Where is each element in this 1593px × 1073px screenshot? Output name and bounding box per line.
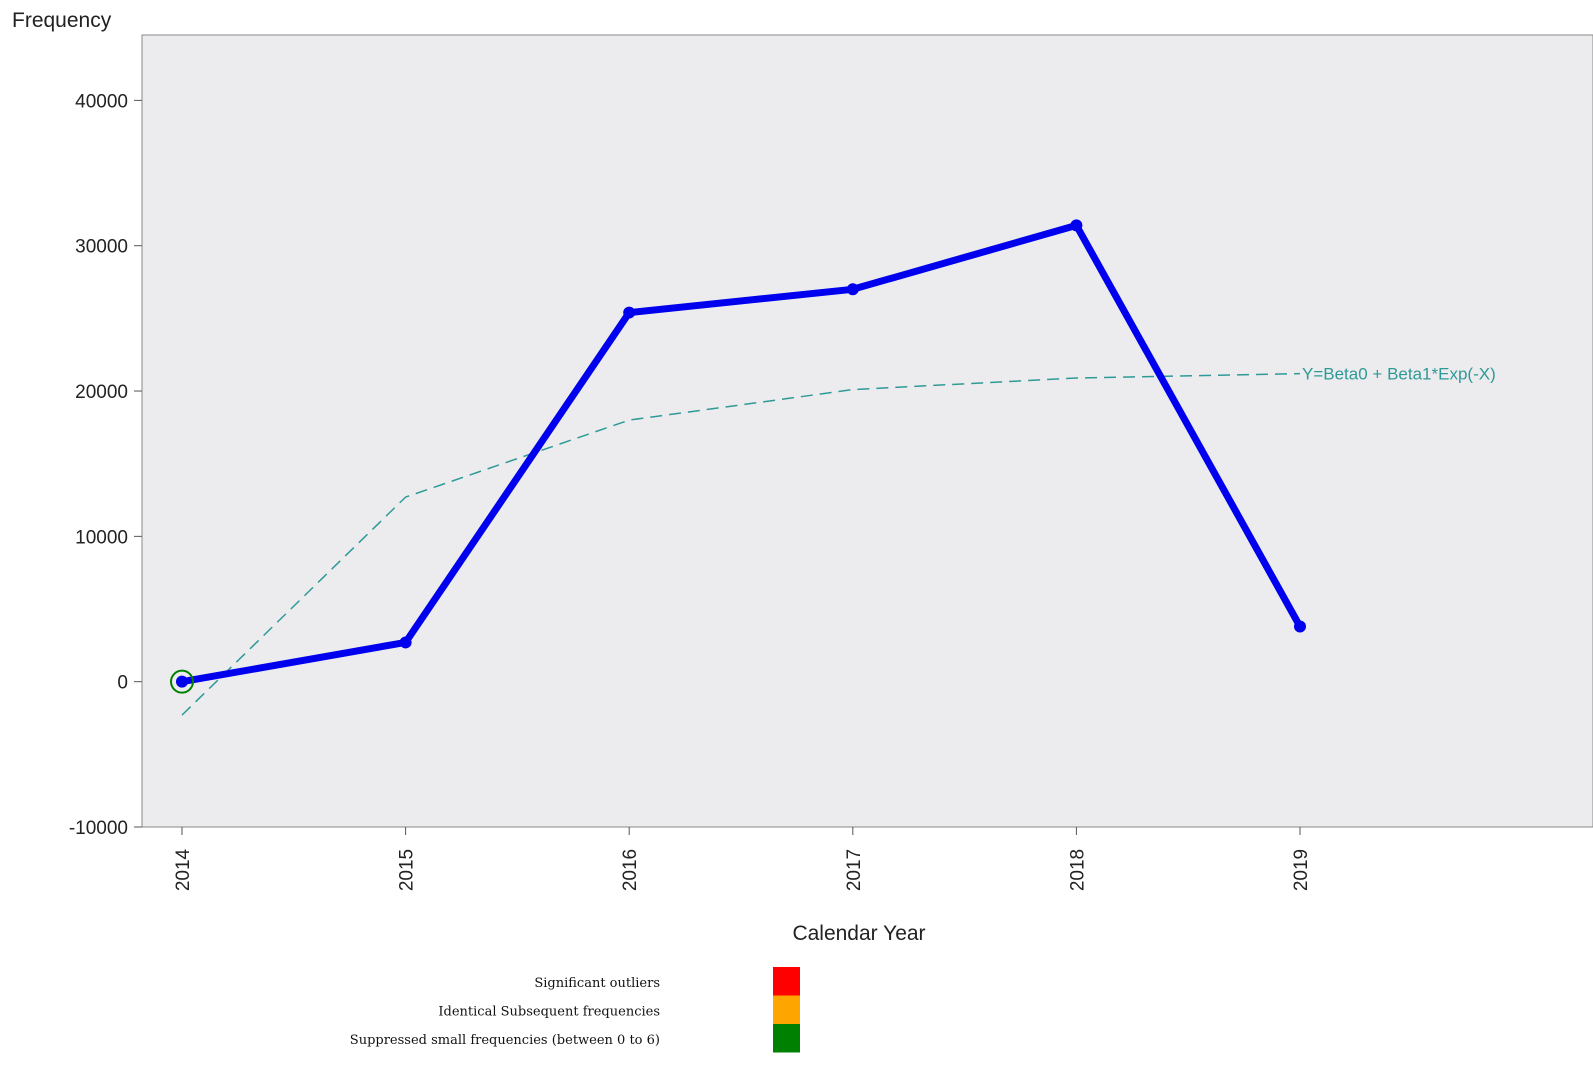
y-tick-label: -10000 (69, 818, 128, 839)
y-tick-label: 40000 (75, 91, 128, 112)
y-axis-title: Frequency (12, 9, 112, 32)
data-point (399, 636, 412, 649)
data-point (1294, 620, 1306, 633)
legend-label: Identical Subsequent frequencies (438, 1005, 660, 1020)
data-point (1070, 219, 1083, 232)
y-axis: -10000 0 10000 20000 30000 40000 (69, 91, 142, 839)
legend-label: Suppressed small frequencies (between 0 … (350, 1033, 660, 1048)
fit-line (181, 372, 1301, 716)
plot-area (141, 34, 1593, 828)
x-tick-label: 2016 (620, 849, 641, 891)
x-axis: 2014 2015 2016 2017 2018 2019 (173, 827, 1312, 891)
x-axis-title: Calendar Year (792, 922, 925, 945)
y-tick-label: 0 (117, 673, 128, 694)
x-tick-label: 2014 (173, 848, 194, 891)
x-tick-label: 2018 (1067, 849, 1088, 891)
y-tick-label: 30000 (75, 237, 128, 258)
legend: Significant outliers Identical Subsequent… (350, 967, 800, 1053)
highlighted-point-ring (170, 669, 194, 694)
data-point (846, 283, 859, 296)
y-tick-label: 20000 (75, 382, 128, 403)
legend-label: Significant outliers (534, 976, 660, 991)
legend-swatch (773, 995, 800, 1024)
x-tick-label: 2017 (844, 849, 865, 891)
series-layer: Y=Beta0 + Beta1*Exp(-X) (170, 219, 1496, 716)
legend-swatch (773, 1024, 800, 1053)
y-tick-label: 10000 (75, 527, 128, 548)
x-tick-label: 2019 (1291, 849, 1312, 891)
legend-swatch (773, 967, 800, 996)
frequency-line (178, 221, 1304, 686)
data-point (623, 306, 636, 319)
data-point (176, 675, 188, 688)
fit-line-label: Y=Beta0 + Beta1*Exp(-X) (1302, 365, 1496, 384)
x-tick-label: 2015 (397, 849, 418, 891)
